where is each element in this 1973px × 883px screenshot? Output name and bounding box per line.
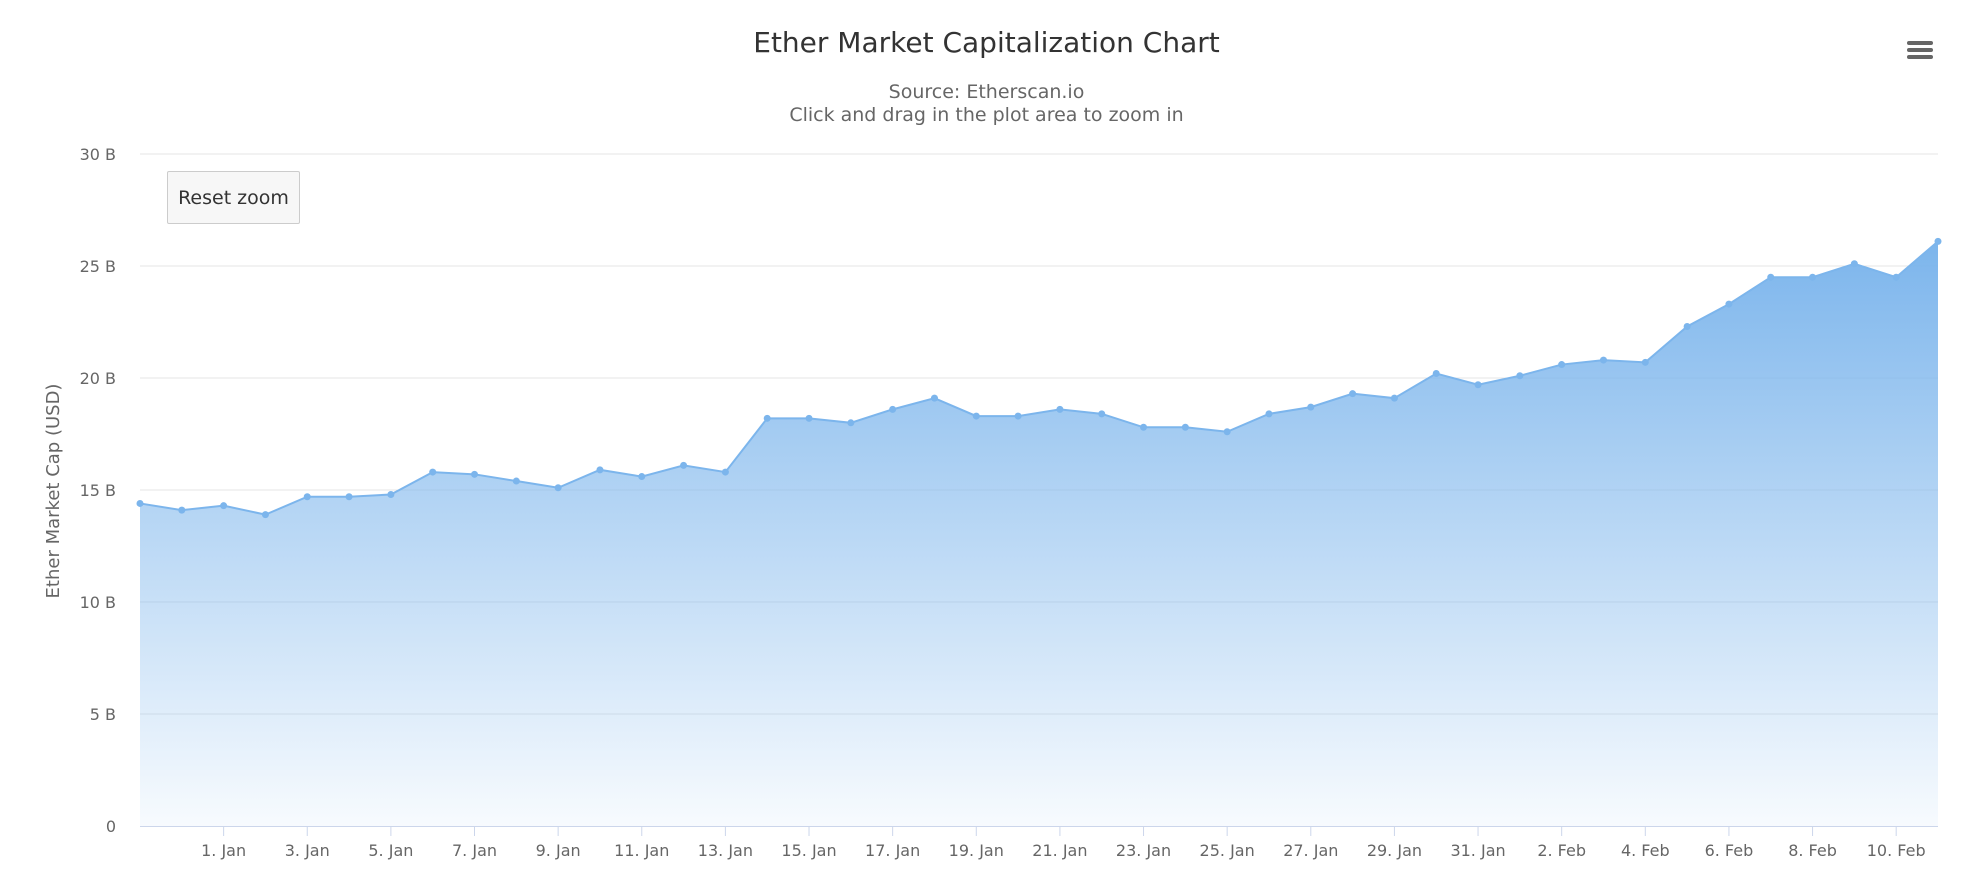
data-point[interactable]	[889, 405, 897, 413]
x-tick-label: 6. Feb	[1705, 841, 1754, 860]
data-point[interactable]	[1014, 412, 1022, 420]
y-tick-label: 30 B	[80, 145, 116, 164]
x-tick-label: 23. Jan	[1116, 841, 1171, 860]
data-point[interactable]	[638, 473, 646, 481]
y-tick-label: 5 B	[90, 705, 116, 724]
data-point[interactable]	[805, 414, 813, 422]
y-axis-title: Ether Market Cap (USD)	[43, 384, 64, 599]
data-point[interactable]	[303, 493, 311, 501]
data-point[interactable]	[136, 499, 144, 507]
x-tick-label: 19. Jan	[949, 841, 1004, 860]
series-line	[139, 240, 1939, 516]
x-tick-label: 8. Feb	[1788, 841, 1837, 860]
hamburger-menu-icon	[1903, 41, 1937, 59]
x-tick-label: 17. Jan	[865, 841, 920, 860]
data-point[interactable]	[512, 477, 520, 485]
data-point[interactable]	[387, 490, 395, 498]
chart-subtitle-source: Source: Etherscan.io	[888, 81, 1085, 103]
data-point[interactable]	[1349, 390, 1357, 398]
series-area	[139, 240, 1939, 827]
chart-menu-button[interactable]	[1903, 38, 1937, 68]
data-point[interactable]	[1934, 237, 1942, 245]
data-point[interactable]	[1892, 273, 1900, 281]
y-tick-label: 25 B	[80, 257, 116, 276]
x-tick-label: 27. Jan	[1283, 841, 1338, 860]
data-point[interactable]	[721, 468, 729, 476]
data-point[interactable]	[763, 414, 771, 422]
x-axis: 1. Jan 3. Jan 5. Jan 7. Jan 9. Jan 11. Jan 13.…	[140, 826, 1938, 860]
x-tick-label: 2. Feb	[1537, 841, 1586, 860]
data-point[interactable]	[471, 470, 479, 478]
data-point[interactable]	[1307, 403, 1315, 411]
x-tick-label: 15. Jan	[781, 841, 836, 860]
y-tick-label: 0	[106, 817, 116, 836]
chart-subtitle: Source: Etherscan.io Click and drag in t…	[0, 81, 1973, 127]
data-point[interactable]	[1223, 428, 1231, 436]
data-point[interactable]	[1181, 423, 1189, 431]
y-axis: 0 5 B 10 B 15 B 20 B 25 B 30 B	[80, 145, 116, 836]
x-tick-label: 9. Jan	[536, 841, 581, 860]
chart-title: Ether Market Capitalization Chart	[753, 26, 1220, 59]
data-point[interactable]	[178, 506, 186, 514]
data-point[interactable]	[1767, 273, 1775, 281]
data-point[interactable]	[1390, 394, 1398, 402]
data-point[interactable]	[1140, 423, 1148, 431]
data-point[interactable]	[345, 493, 353, 501]
data-point[interactable]	[596, 466, 604, 474]
data-point[interactable]	[1516, 372, 1524, 380]
x-tick-label: 5. Jan	[368, 841, 413, 860]
data-point[interactable]	[1641, 358, 1649, 366]
data-point[interactable]	[1474, 381, 1482, 389]
x-tick-label: 25. Jan	[1200, 841, 1255, 860]
x-tick-label: 11. Jan	[614, 841, 669, 860]
x-tick-label: 31. Jan	[1450, 841, 1505, 860]
y-tick-label: 10 B	[80, 593, 116, 612]
data-point[interactable]	[1558, 361, 1566, 369]
chart-subtitle-hint: Click and drag in the plot area to zoom …	[789, 104, 1184, 126]
data-point[interactable]	[1809, 273, 1817, 281]
x-tick-label: 29. Jan	[1367, 841, 1422, 860]
data-point[interactable]	[1056, 405, 1064, 413]
data-point[interactable]	[220, 502, 228, 510]
data-point[interactable]	[554, 484, 562, 492]
reset-zoom-button[interactable]: Reset zoom	[167, 171, 300, 224]
data-point[interactable]	[1683, 322, 1691, 330]
x-tick-label: 13. Jan	[698, 841, 753, 860]
series-points	[136, 237, 1942, 519]
data-point[interactable]	[1725, 300, 1733, 308]
data-point[interactable]	[972, 412, 980, 420]
x-tick-label: 3. Jan	[285, 841, 330, 860]
data-point[interactable]	[1599, 356, 1607, 364]
data-point[interactable]	[1265, 410, 1273, 418]
data-point[interactable]	[847, 419, 855, 427]
data-point[interactable]	[1098, 410, 1106, 418]
x-tick-label: 7. Jan	[452, 841, 497, 860]
data-point[interactable]	[429, 468, 437, 476]
data-point[interactable]	[1432, 370, 1440, 378]
x-tick-label: 10. Feb	[1867, 841, 1926, 860]
data-point[interactable]	[680, 461, 688, 469]
series-area-fill	[140, 241, 1938, 827]
y-tick-label: 15 B	[80, 481, 116, 500]
x-tick-label: 4. Feb	[1621, 841, 1670, 860]
x-tick-label: 1. Jan	[201, 841, 246, 860]
data-point[interactable]	[930, 394, 938, 402]
data-point[interactable]	[261, 511, 269, 519]
data-point[interactable]	[1850, 260, 1858, 268]
y-tick-label: 20 B	[80, 369, 116, 388]
x-tick-label: 21. Jan	[1032, 841, 1087, 860]
